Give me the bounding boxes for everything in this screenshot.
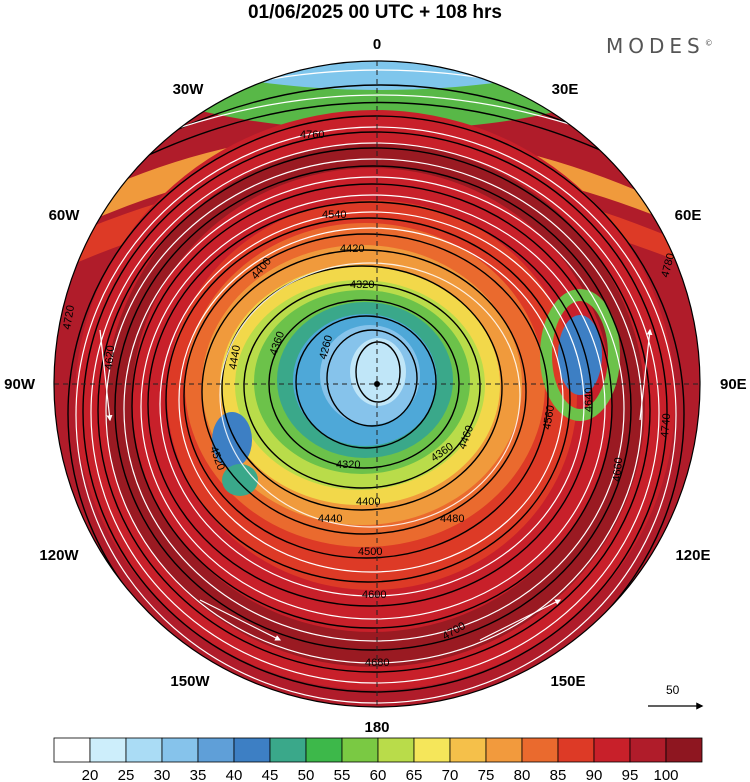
colorbar-tick-label: 70	[442, 767, 459, 782]
colorbar-swatch	[53, 737, 91, 763]
colorbar-swatch	[125, 737, 163, 763]
contour-label: 4500	[358, 546, 382, 558]
contour-label: 4600	[362, 589, 386, 601]
colorbar-swatch	[161, 737, 199, 763]
lon-label-90e: 90E	[720, 376, 747, 393]
colorbar-swatch	[665, 737, 703, 763]
lon-label-30e: 30E	[552, 81, 579, 98]
colorbar-tick-label: 45	[262, 767, 279, 782]
wind-reference-label: 50	[666, 683, 680, 697]
brand-text: MODES	[606, 34, 705, 58]
brand-logo: MODES©	[606, 34, 713, 58]
copyright-mark: ©	[704, 38, 713, 48]
colorbar-tick-label: 20	[82, 767, 99, 782]
colorbar-tick-label: 55	[334, 767, 351, 782]
contour-label: 4620	[103, 345, 117, 370]
colorbar-tick-label: 90	[586, 767, 603, 782]
colorbar-swatch	[485, 737, 523, 763]
colorbar-tick-label: 50	[298, 767, 315, 782]
colorbar-swatch	[233, 737, 271, 763]
colorbar-swatch	[557, 737, 595, 763]
contour-label: 4420	[340, 243, 364, 255]
contour-label: 4320	[336, 459, 360, 471]
colorbar-tick-label: 60	[370, 767, 387, 782]
north-pole-marker	[374, 381, 380, 387]
colorbar-swatch	[449, 737, 487, 763]
lon-label-30w: 30W	[173, 81, 205, 98]
contour-label: 4440	[227, 344, 243, 370]
colorbar-tick-label: 75	[478, 767, 495, 782]
contour-label: 4480	[440, 513, 464, 525]
lon-label-90w: 90W	[4, 376, 36, 393]
colorbar-tick-label: 65	[406, 767, 423, 782]
height-contours	[67, 84, 685, 707]
colorbar-swatch	[377, 737, 415, 763]
colorbar-swatch	[197, 737, 235, 763]
colorbar-tick-label: 30	[154, 767, 171, 782]
colorbar-swatch	[341, 737, 379, 763]
contour-labels: 4760 4540 4420 4400 4320 4360 4260 4440 …	[61, 129, 677, 669]
contour-label: 4560	[541, 404, 557, 430]
lon-label-150w: 150W	[170, 673, 210, 690]
colorbar-swatch	[89, 737, 127, 763]
lon-label-180: 180	[364, 719, 389, 736]
contour-label: 4640	[583, 388, 595, 412]
colorbar-tick-label: 85	[550, 767, 567, 782]
lon-label-0: 0	[373, 36, 381, 53]
colorbar-swatch	[629, 737, 667, 763]
lon-label-60w: 60W	[49, 207, 81, 224]
contour-label: 4760	[300, 129, 324, 141]
lon-label-150e: 150E	[550, 673, 585, 690]
contour-label: 4540	[322, 209, 346, 221]
contour-label: 4320	[350, 279, 374, 291]
contour-label: 4440	[318, 513, 342, 525]
colorbar-tick-label: 25	[118, 767, 135, 782]
colorbar-swatch	[521, 737, 559, 763]
colorbar-tick-label: 40	[226, 767, 243, 782]
contour-label: 4680	[365, 657, 389, 669]
map-border	[53, 60, 701, 708]
colorbar-swatch	[413, 737, 451, 763]
colorbar-swatch	[269, 737, 307, 763]
colorbar-tick-label: 35	[190, 767, 207, 782]
colorbar-swatch	[593, 737, 631, 763]
contour-label: 4740	[659, 413, 673, 438]
lon-label-120e: 120E	[675, 547, 710, 564]
colorbar-tick-label: 100	[653, 767, 678, 782]
contour-label: 4720	[61, 304, 77, 330]
lon-label-120w: 120W	[39, 547, 79, 564]
contour-label: 4400	[356, 496, 380, 508]
contour-label: 4660	[611, 457, 625, 482]
colorbar-tick-label: 95	[622, 767, 639, 782]
colorbar-swatch	[305, 737, 343, 763]
colorbar: 20 25 30 35 40 45 50 55 60 65 70 75 80 85 90 95 100	[53, 737, 703, 782]
lon-label-60e: 60E	[675, 207, 702, 224]
colorbar-tick-label: 80	[514, 767, 531, 782]
map-title: 01/06/2025 00 UTC + 108 hrs	[247, 2, 503, 23]
